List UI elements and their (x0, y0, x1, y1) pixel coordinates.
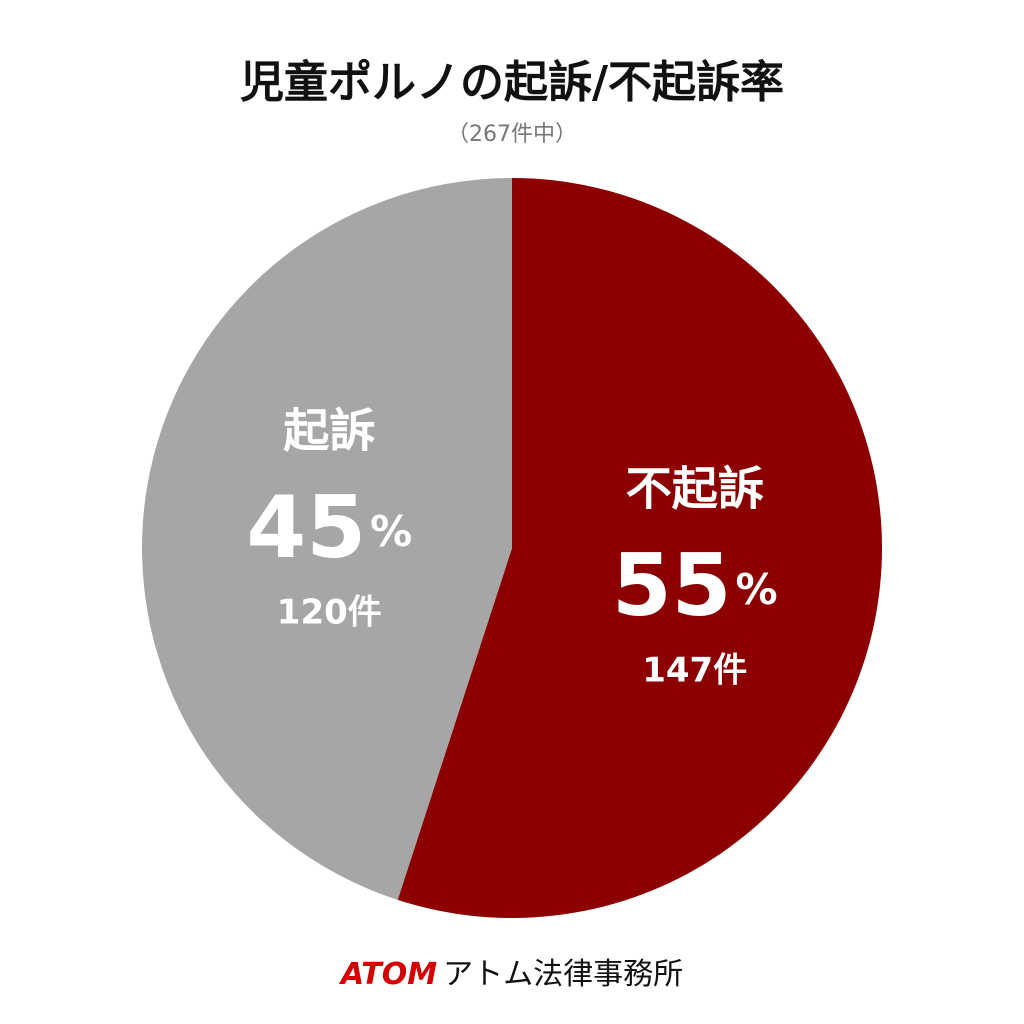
slice-label: 不起訴 (626, 461, 764, 515)
slice-value: 55% (612, 536, 778, 636)
footer-brand: ATOM (339, 957, 437, 992)
chart-title: 児童ポルノの起訴/不起訴率 (240, 57, 784, 108)
value-unit: % (736, 564, 778, 613)
value-number: 45 (246, 478, 366, 578)
footer-name: アトム法律事務所 (443, 957, 683, 992)
pie-slice (141, 178, 512, 900)
footer: ATOM アトム法律事務所 (339, 957, 683, 992)
chart-subtitle: （267件中） (447, 122, 577, 147)
value-number: 55 (612, 536, 732, 636)
slice-count: 147件 (642, 650, 747, 690)
pie-slice (397, 178, 883, 919)
slice-count: 120件 (277, 593, 382, 633)
slice-value: 45% (246, 478, 412, 578)
value-unit: % (370, 507, 412, 556)
slice-label: 起訴 (283, 404, 375, 458)
pie: 不起訴 55% 147件 起訴 45% 120件 (141, 178, 883, 919)
